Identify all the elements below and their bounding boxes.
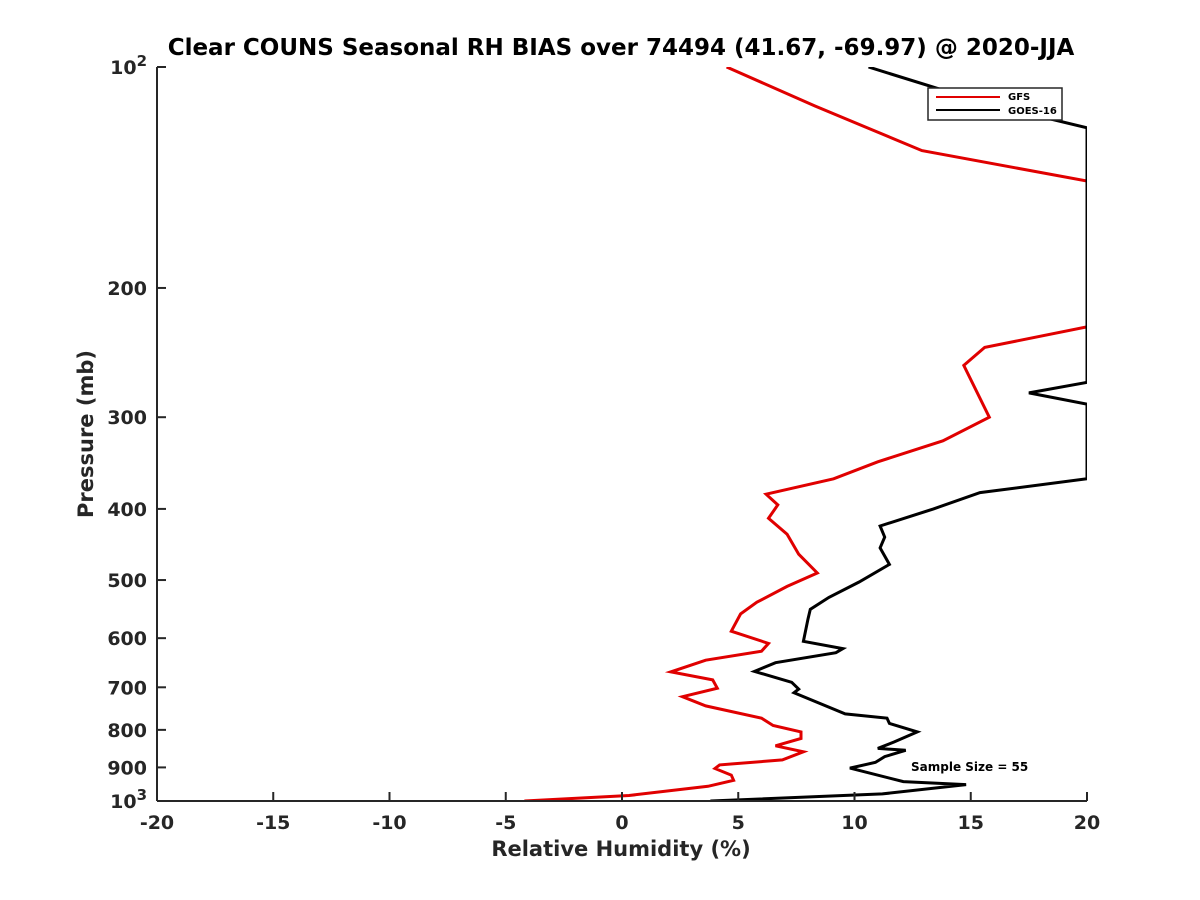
- x-axis-label: Relative Humidity (%): [491, 837, 750, 861]
- legend-label-gfs: GFS: [1008, 92, 1030, 103]
- y-tick-label: 700: [107, 677, 147, 699]
- x-tick-label: -10: [372, 812, 406, 834]
- x-tick-label: 15: [958, 812, 984, 834]
- y-tick-label: 300: [107, 407, 147, 429]
- series-layer: [524, 67, 1087, 801]
- x-tick-label: 20: [1074, 812, 1100, 834]
- x-tick-label: 5: [732, 812, 745, 834]
- y-tick-label: 400: [107, 499, 147, 521]
- y-tick-label: 500: [107, 570, 147, 592]
- axes-layer: -20 -15 -10 -5 0 5 10 15 20 102 200 300 400 500 600 700…: [107, 52, 1100, 834]
- x-tick-label: -20: [140, 812, 174, 834]
- y-tick-label: 900: [107, 757, 147, 779]
- x-tick-label: -15: [256, 812, 290, 834]
- series-line-gfs: [524, 67, 1087, 801]
- series-line-goes16: [710, 67, 1087, 801]
- sample-size-annotation: Sample Size = 55: [911, 760, 1028, 774]
- y-tick-label: 103: [110, 786, 147, 813]
- chart-title: Clear COUNS Seasonal RH BIAS over 74494 …: [168, 35, 1075, 61]
- legend-box: [927, 87, 1063, 121]
- y-tick-label: 800: [107, 720, 147, 742]
- y-tick-label: 102: [110, 52, 147, 79]
- y-axis-label: Pressure (mb): [74, 350, 98, 518]
- x-tick-label: 10: [841, 812, 867, 834]
- y-tick-label: 200: [107, 278, 147, 300]
- legend: GFS GOES-16: [927, 87, 1063, 121]
- legend-label-goes16: GOES-16: [1008, 106, 1057, 117]
- x-tick-label: 0: [615, 812, 628, 834]
- x-tick-label: -5: [495, 812, 516, 834]
- y-tick-label: 600: [107, 628, 147, 650]
